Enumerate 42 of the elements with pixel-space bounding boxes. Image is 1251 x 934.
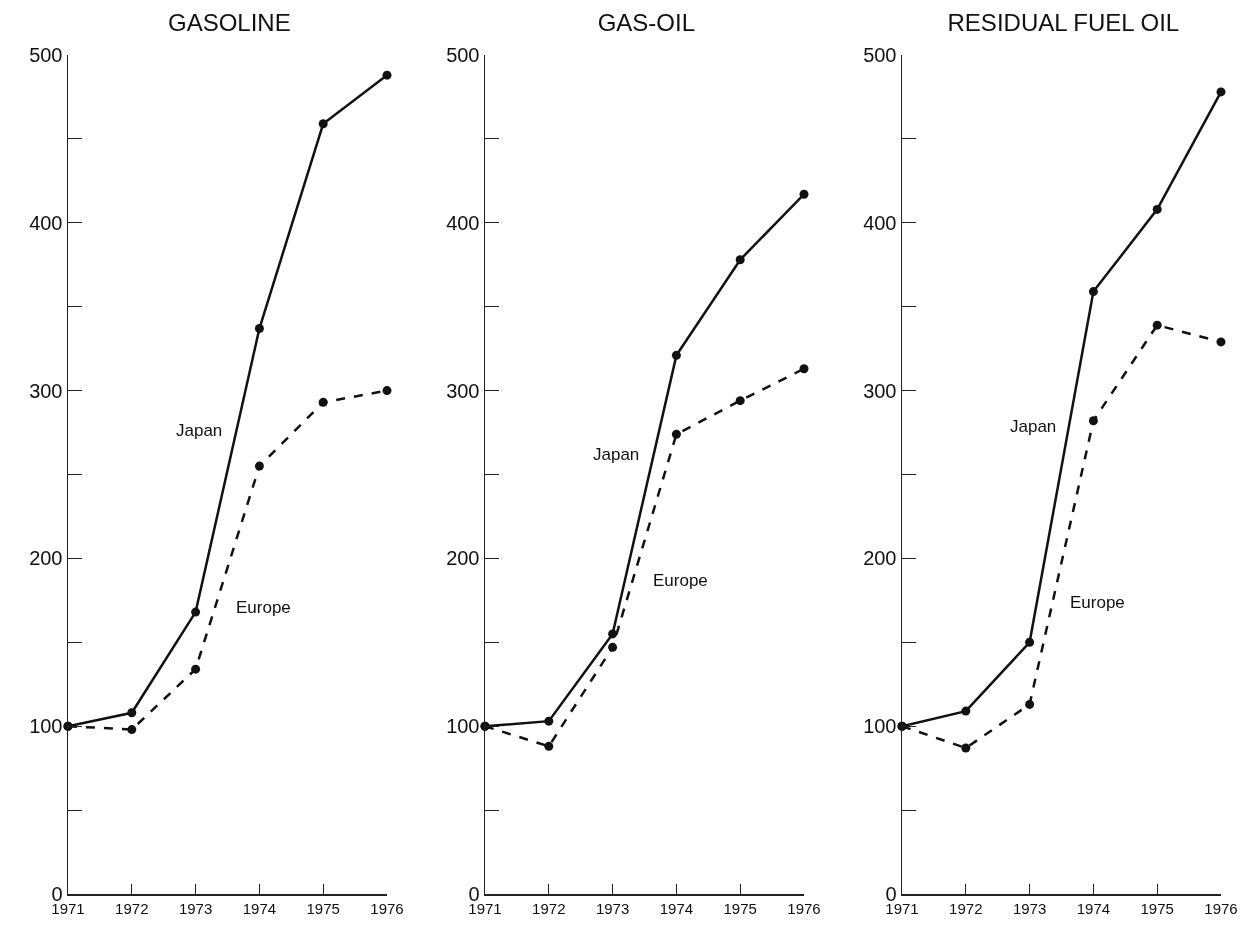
chart-title: GASOLINE bbox=[167, 8, 291, 36]
x-tick-label: 1976 bbox=[1204, 899, 1238, 917]
x-tick-label: 1975 bbox=[306, 899, 340, 917]
series-label: Europe bbox=[653, 571, 708, 590]
series-label: Europe bbox=[236, 598, 291, 617]
series-label: Japan bbox=[593, 445, 640, 464]
y-tick-label: 300 bbox=[446, 379, 480, 402]
x-tick-label: 1972 bbox=[949, 899, 983, 917]
x-tick-label: 1975 bbox=[723, 899, 757, 917]
y-tick-label: 400 bbox=[863, 211, 897, 234]
y-tick-label: 500 bbox=[29, 44, 63, 66]
x-tick-label: 1974 bbox=[1076, 899, 1111, 917]
y-tick-label: 300 bbox=[29, 379, 63, 402]
x-tick-label: 1972 bbox=[532, 899, 566, 917]
x-tick-label: 1976 bbox=[370, 899, 404, 917]
y-tick-label: 100 bbox=[863, 715, 897, 738]
y-tick-label: 500 bbox=[446, 44, 480, 66]
x-tick-label: 1972 bbox=[115, 899, 149, 917]
x-tick-label: 1974 bbox=[659, 899, 694, 917]
y-tick-label: 400 bbox=[446, 211, 480, 234]
x-tick-label: 1974 bbox=[242, 899, 277, 917]
series-label: Japan bbox=[176, 421, 223, 440]
y-tick-label: 200 bbox=[863, 547, 897, 570]
x-tick-label: 1973 bbox=[1012, 899, 1047, 917]
x-tick-label: 1976 bbox=[787, 899, 821, 917]
y-tick-label: 300 bbox=[863, 379, 897, 402]
chart-title: GAS-OIL bbox=[597, 8, 696, 36]
y-tick-label: 100 bbox=[446, 715, 480, 738]
y-tick-label: 400 bbox=[29, 211, 63, 234]
y-tick-label: 200 bbox=[446, 547, 480, 570]
y-tick-label: 0 bbox=[51, 883, 63, 905]
series-label: Japan bbox=[1010, 417, 1057, 436]
y-tick-label: 500 bbox=[863, 44, 897, 66]
y-tick-label: 100 bbox=[29, 715, 63, 738]
x-tick-label: 1973 bbox=[178, 899, 213, 917]
chart-title: RESIDUAL FUEL OIL bbox=[947, 8, 1180, 36]
x-tick-label: 1975 bbox=[1140, 899, 1174, 917]
y-tick-label: 200 bbox=[29, 547, 63, 570]
series-label: Europe bbox=[1070, 593, 1125, 612]
y-tick-label: 0 bbox=[885, 883, 897, 905]
x-tick-label: 1973 bbox=[595, 899, 630, 917]
y-tick-label: 0 bbox=[468, 883, 480, 905]
